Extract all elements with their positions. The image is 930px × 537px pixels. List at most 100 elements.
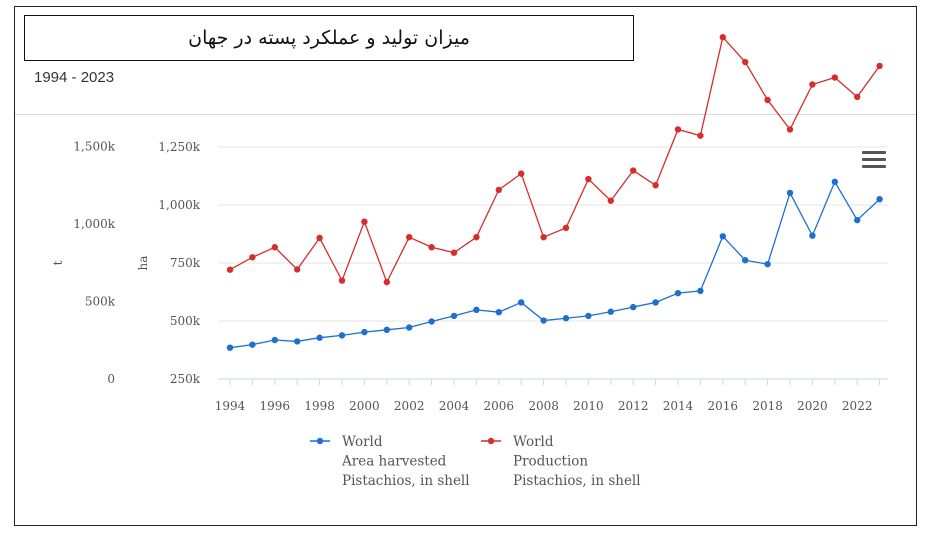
legend-label: Area harvested (341, 454, 447, 470)
x-tick-label: 2002 (394, 399, 425, 413)
data-point (316, 234, 323, 242)
data-point (674, 289, 682, 297)
data-point (876, 196, 883, 203)
right-axis-tick-label: 250k (170, 372, 201, 386)
chart-subtitle: 1994 - 2023 (34, 69, 115, 86)
data-point (406, 233, 413, 241)
data-point (562, 224, 570, 232)
data-point (428, 318, 435, 325)
data-point (540, 317, 547, 324)
legend-label: Pistachios, in shell (342, 473, 470, 489)
right-axis-tick-label: 500k (170, 314, 201, 328)
x-tick-label: 1996 (260, 399, 291, 413)
data-point (428, 244, 435, 251)
legend-label: Production (513, 454, 588, 470)
x-tick-label: 2022 (842, 399, 873, 413)
x-tick-label: 2004 (439, 399, 470, 413)
data-point (316, 334, 323, 341)
data-point (495, 186, 502, 194)
x-tick-label: 2016 (708, 399, 739, 413)
x-tick-label: 2020 (797, 399, 828, 413)
data-point (809, 81, 816, 88)
left-axis-title: t (51, 260, 65, 265)
data-point (406, 324, 413, 331)
data-point (585, 175, 592, 183)
data-point (630, 303, 637, 311)
data-point (697, 287, 704, 295)
data-point (719, 34, 726, 41)
data-point (831, 178, 838, 185)
x-tick-label: 2014 (663, 399, 694, 413)
legend-label: World (513, 434, 554, 450)
data-point (249, 341, 256, 348)
legend: World Area harvested Pistachios, in shell W… (310, 434, 641, 489)
data-point (585, 312, 592, 320)
data-point (249, 254, 256, 261)
data-point (630, 167, 637, 174)
left-axis-tick-label: 1,000k (73, 217, 115, 231)
data-point (383, 278, 390, 286)
right-axis-tick-label: 1,250k (158, 140, 200, 154)
left-axis-tick-label: 500k (85, 295, 116, 309)
x-axis: 1994 1996 1998 2000 2002 2004 2006 2008 2010 2012… (215, 379, 881, 413)
header-divider (15, 114, 916, 115)
left-axis-tick-label: 0 (107, 372, 115, 386)
data-point (786, 126, 794, 133)
data-point (294, 338, 301, 345)
data-point (764, 96, 771, 104)
right-axis: 1,250k 1,000k 750k 500k 250k ha (136, 140, 201, 386)
data-point (473, 306, 480, 314)
data-point (383, 326, 390, 334)
data-point (854, 216, 861, 224)
data-point (518, 299, 525, 306)
data-point (786, 189, 794, 197)
data-point (742, 58, 749, 66)
data-point (294, 266, 301, 273)
data-point (674, 126, 682, 133)
chart-title: میزان تولید و عملکرد پسته در جهان (24, 15, 634, 61)
right-axis-tick-label: 1,000k (158, 198, 200, 212)
data-point (809, 232, 816, 239)
legend-label: World (342, 434, 383, 450)
data-point (697, 132, 704, 139)
data-point (518, 170, 525, 177)
right-axis-tick-label: 750k (170, 256, 201, 270)
right-axis-title: ha (136, 256, 150, 271)
data-point (338, 332, 346, 339)
data-point (876, 62, 883, 70)
series-line (229, 180, 881, 349)
x-tick-label: 2008 (528, 399, 559, 413)
x-tick-label: 2012 (618, 399, 649, 413)
left-axis-tick-label: 1,500k (73, 140, 115, 154)
data-point (607, 197, 614, 204)
legend-swatch-marker (316, 437, 324, 445)
data-point (607, 308, 614, 315)
x-tick-label: 2010 (573, 399, 604, 413)
data-point (764, 260, 771, 268)
data-point (450, 312, 458, 320)
data-point (831, 74, 838, 81)
data-point (742, 257, 749, 264)
legend-swatch-marker (487, 437, 495, 445)
x-tick-label: 1994 (215, 399, 246, 413)
x-tick-label: 1998 (304, 399, 335, 413)
left-axis: 1,500k 1,000k 500k 0 t (51, 140, 116, 387)
gridlines (218, 146, 888, 380)
x-tick-label: 2018 (752, 399, 783, 413)
data-point (361, 218, 368, 225)
x-tick-label: 2000 (349, 399, 380, 413)
data-point (473, 233, 480, 241)
data-point (854, 93, 861, 101)
data-point (719, 233, 726, 240)
data-point (450, 249, 458, 256)
data-point (652, 299, 659, 306)
data-point (271, 336, 278, 344)
series-line (229, 35, 881, 284)
data-point (226, 266, 234, 273)
hamburger-menu-icon[interactable] (862, 151, 886, 171)
data-point (562, 315, 570, 322)
data-point (652, 182, 659, 189)
data-point (540, 233, 547, 241)
data-point (226, 344, 234, 351)
